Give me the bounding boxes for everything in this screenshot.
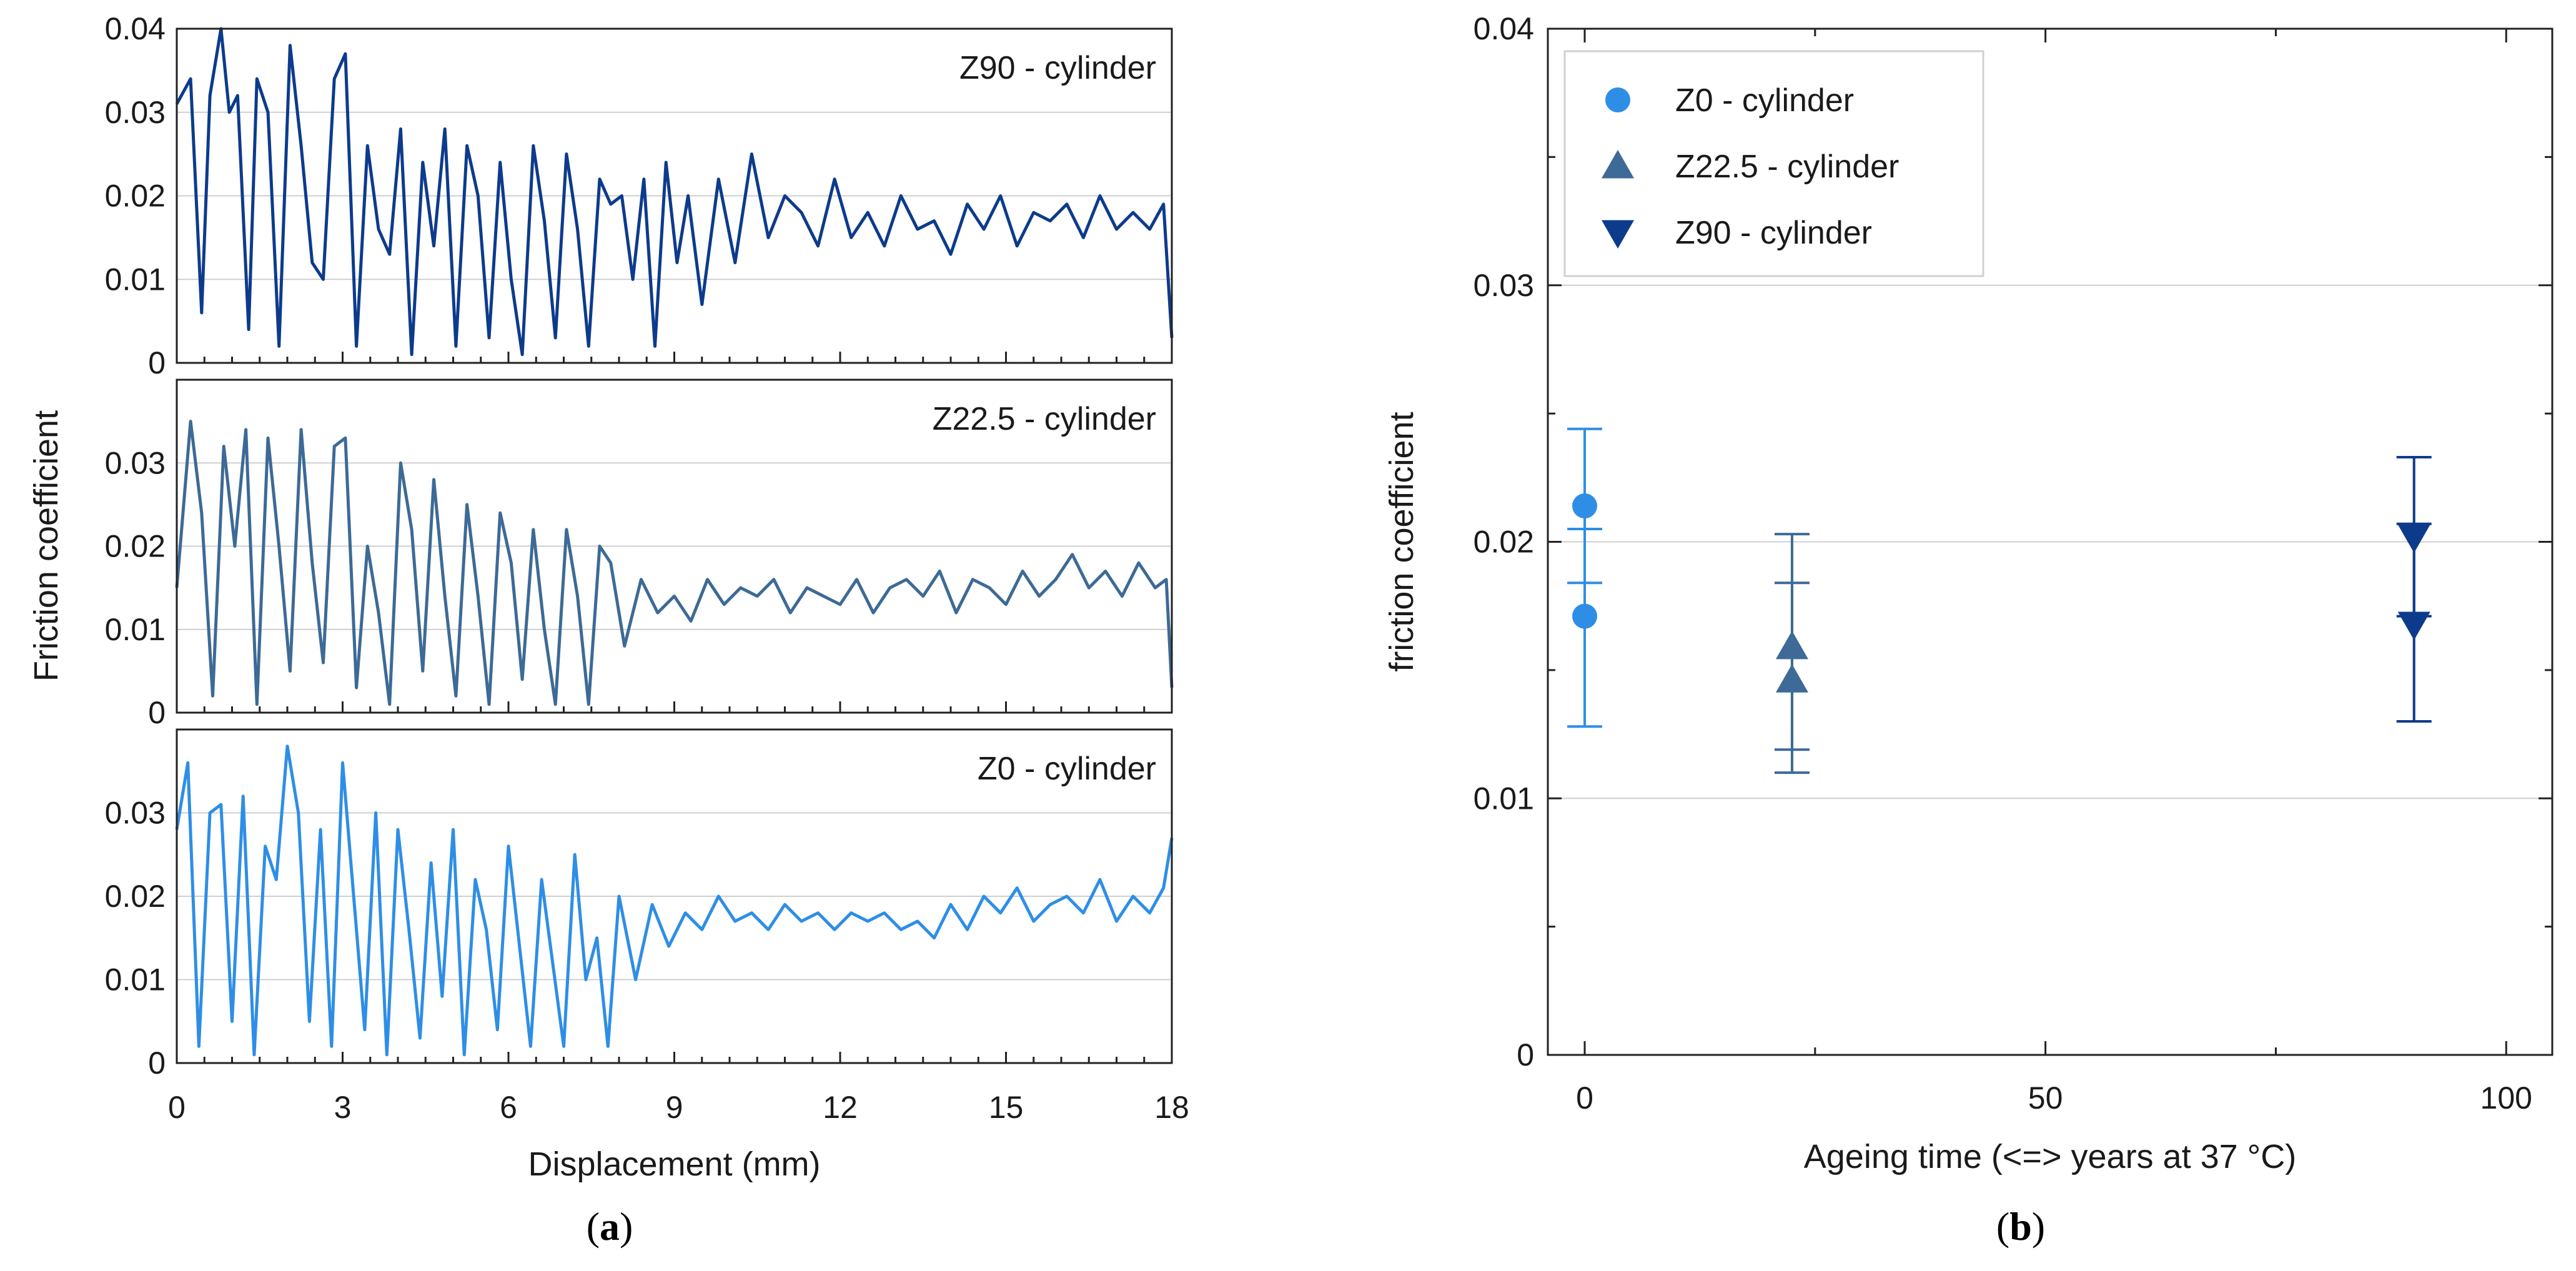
panel-a-frame-0 xyxy=(176,27,1173,364)
panel-a-xtick-label-0: 0 xyxy=(168,1090,186,1125)
panel-b-ytick-label-3: 0.03 xyxy=(1474,268,1534,303)
panel-a-ytick-label-2-0: 0 xyxy=(148,1046,166,1081)
panel-b-legend-box xyxy=(1563,50,1984,277)
panel-a-ytick-label-1-2: 0.02 xyxy=(105,529,166,564)
panel-b-point-2-1 xyxy=(2397,611,2430,640)
panel-b-series-2 xyxy=(2396,455,2432,723)
panel-a-ytick-label-0-3: 0.03 xyxy=(105,95,166,130)
panel-a-subplot-2: 0 0.01 0.02 0.03 Z0 - cylinder xyxy=(105,728,1174,1081)
panel-a-letter: a xyxy=(600,1204,620,1249)
panel-a-series-line-1 xyxy=(175,420,1174,706)
panel-b-series-0 xyxy=(1567,427,1603,728)
panel-a-ytick-label-0-1: 0.01 xyxy=(105,262,166,297)
panel-a-xtick-label-3: 9 xyxy=(666,1090,683,1125)
panel-a-chart: 0 0.01 0.02 0.03 0.04 Z90 - cylinder 0 0.01 0.02… xyxy=(27,11,1189,1183)
panel-b-xtick-label-2: 100 xyxy=(2480,1081,2532,1115)
panel-b-label: (b) xyxy=(1996,1204,2045,1249)
panel-a-x-axis-title: Displacement (mm) xyxy=(528,1145,820,1183)
panel-a-series-line-2 xyxy=(175,744,1174,1057)
panel-a-y-axis-title: Friction coefficient xyxy=(27,410,65,681)
panel-a-series-name-2: Z0 - cylinder xyxy=(978,751,1156,787)
panel-b-legend-marker-0 xyxy=(1605,87,1630,112)
panel-a-frame-2 xyxy=(176,728,1173,1064)
panel-b-legend-label-2: Z90 - cylinder xyxy=(1675,215,1872,251)
panel-a-ytick-label-1-0: 0 xyxy=(148,695,166,730)
panel-a-label: (a) xyxy=(587,1204,633,1249)
panel-a-ytick-label-0-0: 0 xyxy=(148,345,166,380)
panel-a-xtick-label-1: 3 xyxy=(334,1090,352,1125)
panel-b-legend-marker-2 xyxy=(1602,220,1634,249)
panel-b-frame xyxy=(1547,27,2554,1056)
panel-b-x-axis-title: Ageing time (<=> years at 37 °C) xyxy=(1804,1138,2296,1175)
panel-b-legend-label-1: Z22.5 - cylinder xyxy=(1675,149,1899,185)
panel-b-chart: 0 0.01 0.02 0.03 0.04 0 50 100 Z0 - cylinder Z22.… xyxy=(1383,11,2554,1175)
panel-b-ytick-label-2: 0.02 xyxy=(1474,525,1534,560)
panel-a-ytick-label-2-1: 0.01 xyxy=(105,962,166,997)
panel-b-series-1 xyxy=(1774,533,1810,774)
panel-a-series-name-1: Z22.5 - cylinder xyxy=(933,401,1156,437)
panel-a-series-name-0: Z90 - cylinder xyxy=(959,50,1156,86)
panel-b-letter: b xyxy=(2009,1204,2032,1249)
panel-b-xtick-label-0: 0 xyxy=(1576,1081,1593,1115)
panel-a-xtick-label-5: 15 xyxy=(989,1090,1024,1125)
panel-b-point-1-1 xyxy=(1775,664,1808,693)
panel-b-ytick-label-1: 0.01 xyxy=(1474,781,1534,816)
panel-b-ytick-label-4: 0.04 xyxy=(1474,11,1534,46)
panel-a-ytick-label-0-2: 0.02 xyxy=(105,179,166,214)
panel-a-series-line-0 xyxy=(175,27,1174,357)
panel-b-legend-marker-1 xyxy=(1602,150,1634,179)
panel-a-xtick-label-2: 6 xyxy=(500,1090,517,1125)
panel-a-xtick-label-6: 18 xyxy=(1154,1090,1189,1125)
panel-a-subplot-0: 0 0.01 0.02 0.03 0.04 Z90 - cylinder xyxy=(105,11,1174,380)
panel-a-ytick-label-1-1: 0.01 xyxy=(105,612,166,647)
panel-a-subplot-1: 0 0.01 0.02 0.03 Z22.5 - cylinder xyxy=(105,378,1174,730)
panel-a-ytick-label-2-3: 0.03 xyxy=(105,796,166,831)
panel-a-xtick-label-4: 12 xyxy=(823,1090,858,1125)
panel-a-ytick-label-0-4: 0.04 xyxy=(105,11,166,46)
panel-b-point-0-0 xyxy=(1572,493,1598,518)
panel-b-ytick-label-0: 0 xyxy=(1517,1037,1534,1072)
panel-b-xtick-label-1: 50 xyxy=(2028,1081,2063,1115)
panel-b-legend-label-0: Z0 - cylinder xyxy=(1675,82,1854,119)
panel-b-legend: Z0 - cylinder Z22.5 - cylinder Z90 - cylin… xyxy=(1563,50,1984,277)
panel-a-frame-1 xyxy=(176,378,1173,714)
panel-b-y-axis-title: friction coefficient xyxy=(1383,412,1420,671)
panel-b-point-0-1 xyxy=(1572,603,1598,629)
panel-a-ytick-label-2-2: 0.02 xyxy=(105,879,166,914)
panel-a-ytick-label-1-3: 0.03 xyxy=(105,445,166,480)
